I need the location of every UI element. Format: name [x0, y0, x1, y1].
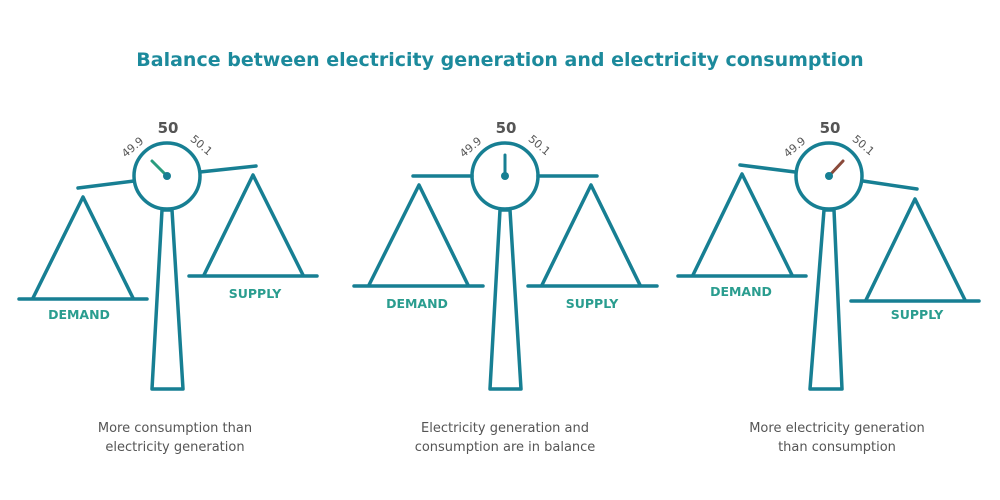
beam-left [738, 163, 797, 174]
demand-pan [367, 183, 470, 287]
demand-pan [691, 172, 794, 277]
stand [488, 208, 523, 391]
gauge-pivot [501, 172, 509, 180]
demand-pan [31, 195, 135, 300]
frequency-gauge [470, 141, 540, 211]
gauge-mid: 50 [820, 119, 841, 137]
gauge-mid: 50 [158, 119, 179, 137]
caption-line-2: consumption are in balance [415, 440, 596, 455]
scale-supply-heavy: 49.9 50 50.1 DEMAND SUPPLY More electric… [676, 119, 981, 455]
caption-line-1: More electricity generation [749, 421, 925, 436]
frequency-gauge [794, 141, 864, 211]
supply-pan [864, 197, 967, 302]
supply-pan [540, 183, 642, 287]
supply-label: SUPPLY [566, 296, 619, 311]
caption-line-2: electricity generation [105, 440, 244, 455]
diagram-title: Balance between electricity generation a… [136, 49, 863, 71]
gauge-mid: 50 [496, 119, 517, 137]
supply-label: SUPPLY [891, 307, 944, 322]
gauge-pivot [163, 172, 171, 180]
supply-label: SUPPLY [229, 286, 282, 301]
caption-line-1: Electricity generation and [421, 421, 589, 436]
scale-balanced: 49.9 50 50.1 DEMAND SUPPLY Electricity g… [352, 119, 659, 455]
gauge-pivot [825, 172, 833, 180]
stand [150, 208, 185, 391]
beam-right [861, 179, 919, 191]
demand-label: DEMAND [48, 307, 110, 322]
scale-demand-heavy: 49.9 50 50.1 DEMAND SUPPLY More consumpt… [17, 119, 319, 455]
beam-right [198, 164, 258, 174]
caption-line-2: than consumption [778, 440, 896, 455]
beam-left [76, 179, 136, 190]
demand-label: DEMAND [710, 284, 772, 299]
caption-line-1: More consumption than [98, 421, 252, 436]
supply-pan [202, 173, 305, 277]
stand [808, 208, 844, 391]
demand-label: DEMAND [386, 296, 448, 311]
frequency-gauge [132, 141, 202, 211]
